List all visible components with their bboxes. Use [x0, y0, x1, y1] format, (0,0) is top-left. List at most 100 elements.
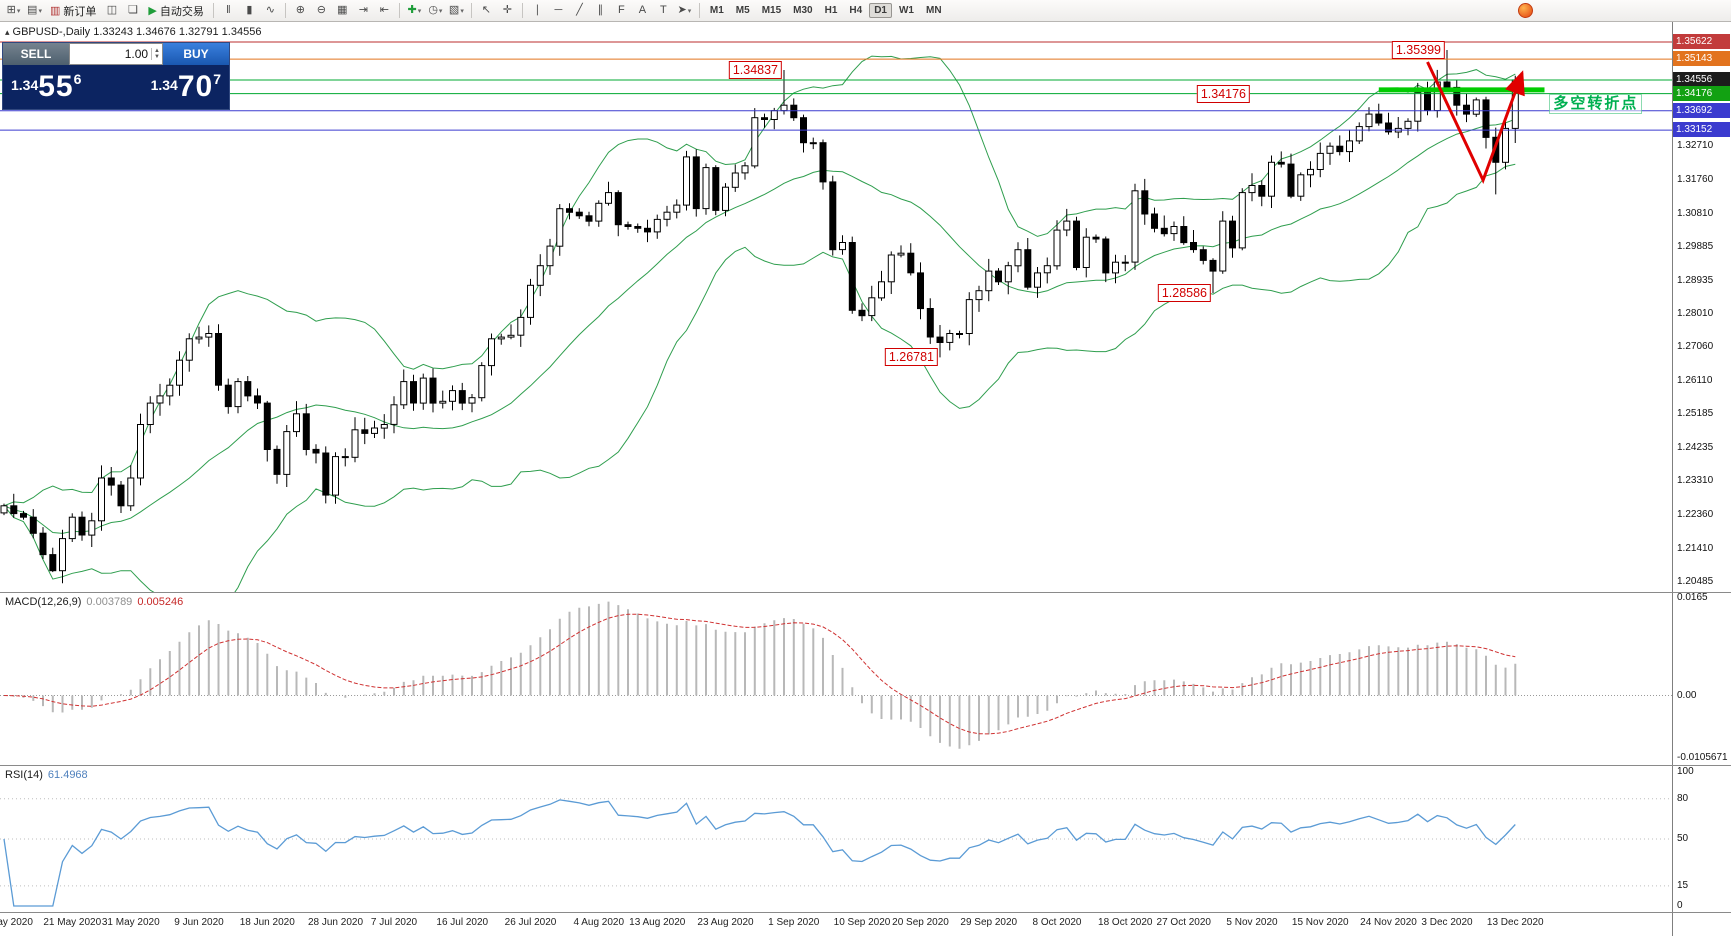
date-axis-label[interactable]: 9 Jun 2020	[174, 917, 224, 928]
tile-windows-icon[interactable]: ▦	[337, 4, 348, 16]
date-axis-label[interactable]: 27 Oct 2020	[1156, 917, 1211, 928]
auto-trading-button[interactable]: ▶ 自动交易	[148, 5, 204, 18]
date-axis-label[interactable]: 20 Sep 2020	[892, 917, 949, 928]
bull-candle	[1355, 126, 1363, 142]
bear-candle	[49, 554, 57, 572]
date-axis-label[interactable]: 28 Jun 2020	[307, 917, 364, 928]
buy-button[interactable]: BUY	[163, 43, 229, 65]
collapse-icon[interactable]: ▴	[5, 27, 10, 37]
bear-candle	[1209, 259, 1217, 272]
market-watch-icon[interactable]: ◫	[106, 4, 118, 16]
turning-point-note[interactable]: 多空转折点	[1549, 94, 1643, 115]
timeframe-m5-button[interactable]: M5	[735, 5, 750, 16]
new-chart-icon[interactable]: ⊞ ▾	[6, 4, 21, 16]
date-axis-label[interactable]: 15 Nov 2020	[1291, 917, 1349, 928]
date-axis-label[interactable]: 10 Sep 2020	[833, 917, 891, 928]
date-axis-label[interactable]: 4 Aug 2020	[573, 917, 625, 928]
crosshair-icon[interactable]: ✛	[502, 4, 512, 16]
bull-candle	[185, 338, 193, 361]
bar-chart-icon[interactable]: ‖	[226, 4, 231, 16]
candlestick-chart-icon[interactable]: ▮	[246, 4, 253, 16]
date-axis-label[interactable]: 5 Nov 2020	[1226, 917, 1278, 928]
templates-icon[interactable]: ▧ ▾	[448, 4, 464, 16]
horizontal-line-icon[interactable]: ─	[554, 4, 563, 16]
trendline-icon[interactable]: ╱	[576, 4, 583, 16]
periods-icon[interactable]: ◷ ▾	[428, 4, 443, 16]
date-axis-label[interactable]: 24 Nov 2020	[1360, 917, 1417, 928]
macd-rsi-divider[interactable]	[0, 765, 1731, 766]
date-axis-label[interactable]: 12 May 2020	[0, 917, 33, 928]
channel-icon[interactable]: ∥	[597, 4, 604, 16]
bear-candle	[712, 167, 720, 211]
bear-candle	[341, 456, 349, 459]
line-chart-icon[interactable]: ∿	[265, 4, 275, 16]
date-axis-label[interactable]: 23 Aug 2020	[697, 917, 754, 928]
text-label-icon[interactable]: T	[660, 4, 667, 16]
timeframe-h4-button[interactable]: H4	[849, 5, 863, 16]
date-axis-label[interactable]: 13 Aug 2020	[629, 917, 686, 928]
price-annotation[interactable]: 1.26781	[884, 348, 938, 367]
date-axis-label[interactable]: 21 May 2020	[43, 917, 102, 928]
date-axis-label[interactable]: 8 Oct 2020	[1032, 917, 1082, 928]
bear-candle	[624, 224, 632, 227]
timeframe-m1-button[interactable]: M1	[709, 5, 724, 16]
bull-candle	[1121, 261, 1129, 264]
timeframe-d1-button[interactable]: D1	[869, 3, 892, 18]
bull-candle	[702, 167, 710, 210]
date-axis-label[interactable]: 16 Jul 2020	[436, 917, 489, 928]
price-annotation[interactable]: 1.28586	[1157, 283, 1211, 302]
chart-ohlc-header: ▴ GBPUSD-,Daily 1.33243 1.34676 1.32791 1…	[5, 26, 261, 38]
bull-candle	[293, 413, 300, 433]
spinner-down-icon[interactable]: ▼	[154, 54, 160, 60]
timeframe-m15-button[interactable]: M15	[761, 5, 782, 16]
date-axis-label[interactable]: 31 May 2020	[101, 917, 160, 928]
candlestick-series	[0, 50, 1519, 584]
new-order-button[interactable]: ▥ 新订单	[50, 5, 97, 18]
macd-axis-label: 0.00	[1677, 689, 1697, 701]
text-icon[interactable]: A	[638, 4, 647, 16]
sell-button[interactable]: SELL	[3, 43, 69, 65]
timeframe-mn-button[interactable]: MN	[925, 5, 942, 16]
volume-spinner[interactable]: ▲ ▼	[151, 48, 162, 60]
date-axis-label[interactable]: 29 Sep 2020	[960, 917, 1018, 928]
timeframe-m30-button[interactable]: M30	[793, 5, 813, 16]
rsi-canvas[interactable]	[0, 765, 1672, 912]
zoom-in-icon[interactable]: ⊕	[295, 4, 305, 16]
chart-shift-icon[interactable]: ⇤	[379, 4, 389, 16]
profiles-icon[interactable]: ▤ ▾	[27, 4, 42, 16]
date-axis-label[interactable]: 18 Jun 2020	[239, 917, 295, 928]
ask-price[interactable]: 1.34707	[150, 70, 221, 103]
bear-candle	[224, 384, 232, 408]
date-axis-label[interactable]: 26 Jul 2020	[504, 917, 557, 928]
zoom-out-icon[interactable]: ⊖	[316, 4, 326, 16]
chart-macd-divider[interactable]	[0, 592, 1731, 593]
volume-input[interactable]: 1.00 ▲ ▼	[69, 43, 163, 65]
price-annotation[interactable]: 1.34176	[1196, 84, 1250, 103]
date-axis-label[interactable]: 3 Dec 2020	[1421, 917, 1473, 928]
timeframe-w1-button[interactable]: W1	[898, 5, 914, 16]
bull-candle	[1053, 229, 1061, 267]
auto-scroll-icon[interactable]: ⇥	[358, 4, 368, 16]
arrows-icon[interactable]: ➤ ▾	[677, 4, 692, 16]
bull-candle	[946, 333, 954, 343]
trend-arrow[interactable]	[1426, 61, 1525, 184]
bear-candle	[1385, 122, 1392, 133]
bid-price[interactable]: 1.34556	[11, 70, 82, 103]
price-chart-canvas[interactable]	[0, 22, 1672, 592]
date-axis-label[interactable]: 13 Dec 2020	[1486, 917, 1544, 928]
date-axis-label[interactable]: 7 Jul 2020	[370, 917, 418, 928]
macd-canvas[interactable]	[0, 592, 1672, 765]
timeframe-h1-button[interactable]: H1	[824, 5, 838, 16]
cursor-icon[interactable]: ↖	[481, 4, 491, 16]
alert-icon[interactable]	[1518, 3, 1533, 18]
spinner-up-icon[interactable]: ▲	[154, 48, 160, 54]
bull-candle	[1248, 185, 1256, 194]
date-axis-label[interactable]: 1 Sep 2020	[768, 917, 820, 928]
fibonacci-icon[interactable]: F	[618, 4, 625, 16]
navigator-icon[interactable]: ❏	[127, 4, 138, 16]
price-annotation[interactable]: 1.35399	[1391, 40, 1445, 59]
vertical-line-icon[interactable]: ∣	[534, 4, 541, 16]
indicators-icon[interactable]: ✚ ▾	[407, 4, 422, 16]
date-axis-label[interactable]: 18 Oct 2020	[1098, 917, 1153, 928]
price-annotation[interactable]: 1.34837	[728, 61, 782, 79]
